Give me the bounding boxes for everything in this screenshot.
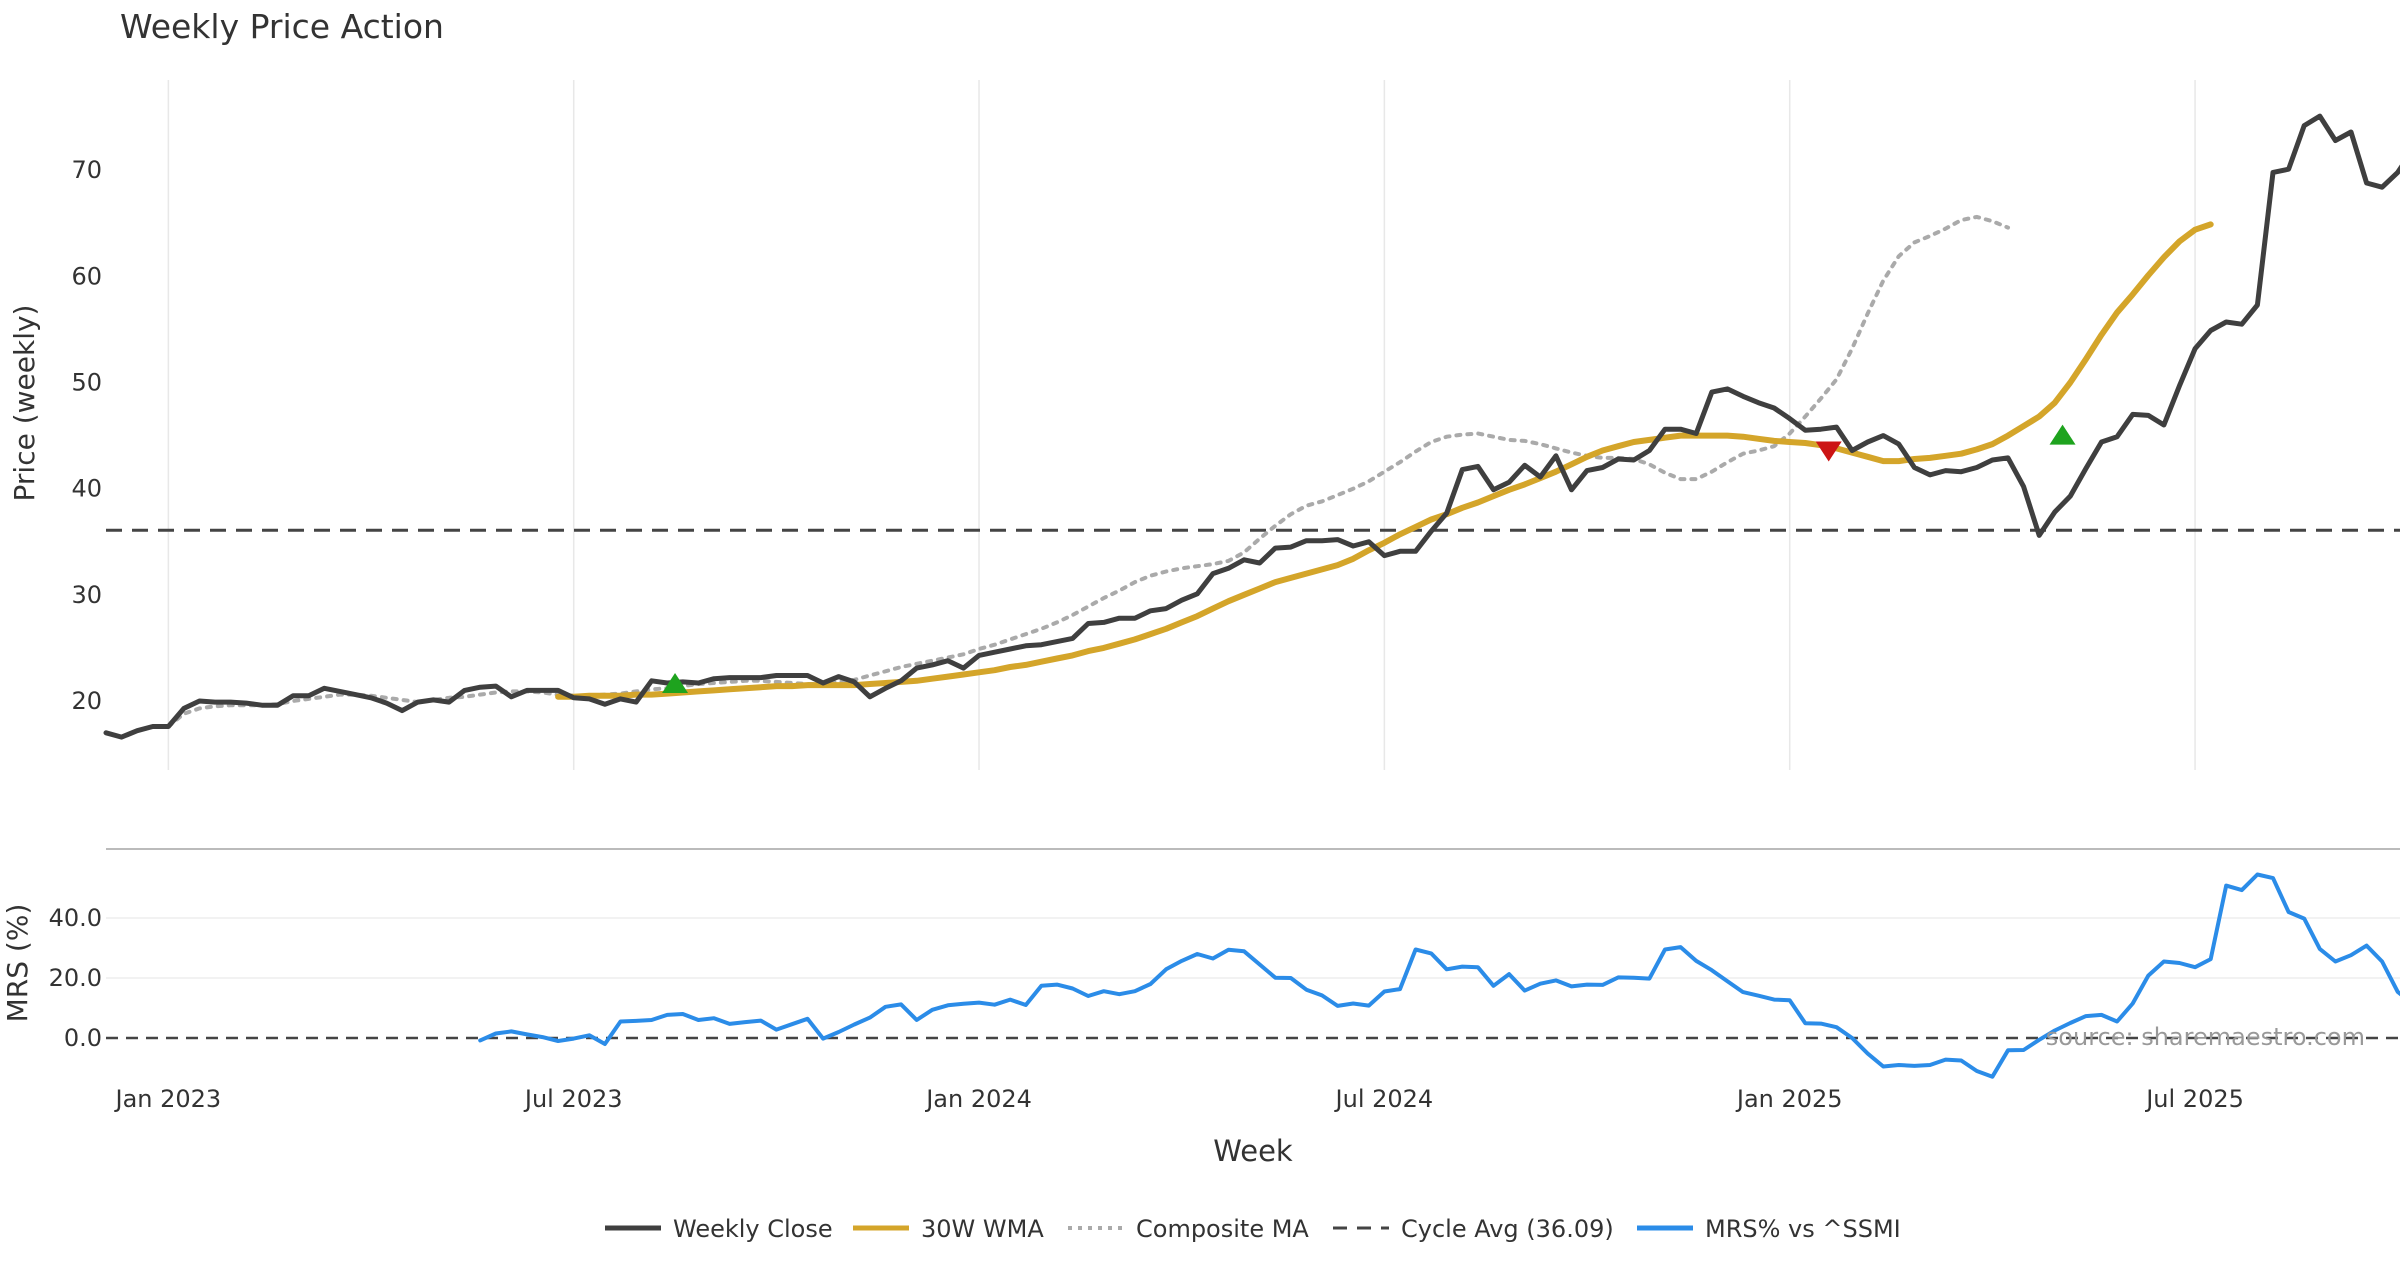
grid-layer <box>167 80 2196 770</box>
chart-title: Weekly Price Action <box>120 7 444 46</box>
legend-label: Cycle Avg (36.09) <box>1401 1215 1614 1243</box>
price-y-tick-label: 40 <box>71 475 102 503</box>
mrs-y-tick-label: 40.0 <box>49 904 102 932</box>
x-axis: Jan 2023 Jul 2023 Jan 2024 Jul 2024 Jan 2025… <box>114 1085 2244 1113</box>
price-panel: 20 30 40 50 60 70 <box>71 113 2400 740</box>
weekly-close-line <box>103 113 2400 740</box>
price-y-tick-label: 60 <box>71 262 102 290</box>
price-y-axis-label: Price (weekly) <box>8 305 41 502</box>
price-y-tick-label: 30 <box>71 581 102 609</box>
sell-signal-marker <box>1815 441 1842 462</box>
mrs-y-tick-label: 20.0 <box>49 964 102 992</box>
mrs-line <box>478 872 2400 1079</box>
x-tick-label: Jul 2023 <box>523 1085 623 1113</box>
x-tick-label: Jan 2023 <box>114 1085 222 1113</box>
mrs-panel: 0.0 20.0 40.0 <box>49 872 2400 1079</box>
x-tick-label: Jul 2025 <box>2144 1085 2244 1113</box>
price-y-tick-label: 50 <box>71 369 102 397</box>
buy-signal-marker <box>2049 424 2076 445</box>
price-y-tick-label: 20 <box>71 687 102 715</box>
legend-label: Composite MA <box>1136 1215 1309 1243</box>
source-note: source: sharemaestro.com <box>2046 1023 2365 1051</box>
x-tick-label: Jan 2025 <box>1735 1085 1843 1113</box>
legend-label: MRS% vs ^SSMI <box>1705 1215 1901 1243</box>
x-tick-label: Jul 2024 <box>1334 1085 1434 1113</box>
legend-label: 30W WMA <box>921 1215 1044 1243</box>
buy-signal-marker <box>662 673 689 694</box>
composite-ma-line <box>166 214 2010 729</box>
x-tick-label: Jan 2024 <box>924 1085 1032 1113</box>
wma-30w-line <box>555 221 2214 700</box>
legend: Weekly Close 30W WMA Composite MA Cycle Avg… <box>605 1215 1901 1243</box>
price-y-tick-label: 70 <box>71 156 102 184</box>
mrs-y-axis-label: MRS (%) <box>1 904 34 1023</box>
x-axis-label: Week <box>1213 1134 1293 1168</box>
legend-label: Weekly Close <box>673 1215 833 1243</box>
mrs-y-tick-label: 0.0 <box>64 1024 102 1052</box>
